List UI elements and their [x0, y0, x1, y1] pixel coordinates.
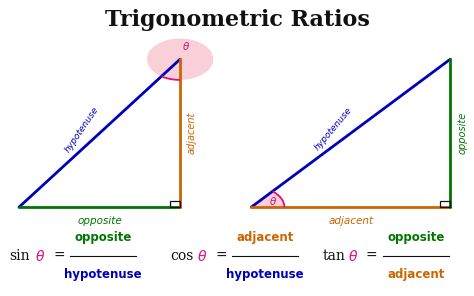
Text: hypotenuse: hypotenuse	[64, 268, 142, 281]
Text: adjacent: adjacent	[187, 112, 197, 155]
Text: adjacent: adjacent	[328, 216, 374, 226]
Text: $\theta$: $\theta$	[269, 195, 277, 207]
Text: cos: cos	[171, 249, 194, 263]
Text: adjacent: adjacent	[236, 231, 294, 244]
Text: opposite: opposite	[74, 231, 132, 244]
Text: $\theta$: $\theta$	[35, 249, 46, 263]
Text: $\theta$: $\theta$	[348, 249, 358, 263]
Text: opposite: opposite	[77, 216, 122, 226]
Text: $\theta$: $\theta$	[182, 40, 191, 52]
Text: hypotenuse: hypotenuse	[63, 105, 100, 154]
Polygon shape	[251, 191, 284, 207]
Text: adjacent: adjacent	[387, 268, 445, 281]
Text: opposite: opposite	[387, 231, 445, 244]
Text: sin: sin	[9, 249, 30, 263]
Text: opposite: opposite	[457, 112, 467, 154]
Text: hypotenuse: hypotenuse	[312, 106, 354, 152]
Polygon shape	[147, 38, 213, 80]
Text: Trigonometric Ratios: Trigonometric Ratios	[105, 9, 369, 31]
Text: =: =	[215, 249, 227, 263]
Text: =: =	[366, 249, 378, 263]
Text: hypotenuse: hypotenuse	[226, 268, 304, 281]
Text: $\theta$: $\theta$	[197, 249, 208, 263]
Text: =: =	[53, 249, 65, 263]
Text: tan: tan	[322, 249, 345, 263]
